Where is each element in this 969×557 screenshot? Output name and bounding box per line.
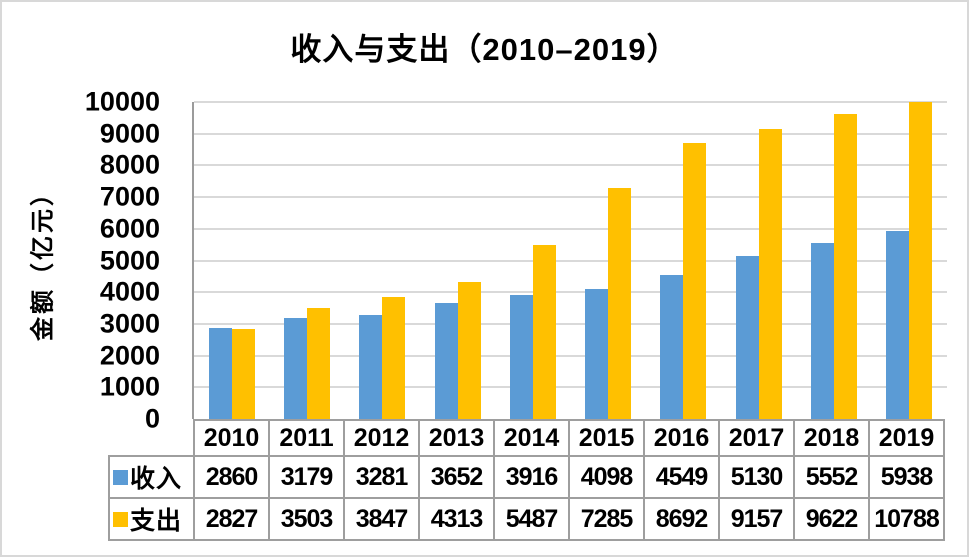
收入-value-2016: 4549 <box>643 455 720 499</box>
收入-bar-2010 <box>208 328 232 419</box>
收入-value-2014: 3916 <box>493 455 570 499</box>
支出-value-2015: 7285 <box>568 497 645 541</box>
支出-value-2016: 8692 <box>643 497 720 541</box>
y-tick-label: 2000 <box>99 340 160 371</box>
x-category-label: 2018 <box>793 419 870 457</box>
gridline <box>194 291 947 294</box>
收入-value-2017: 5130 <box>718 455 795 499</box>
bar-group-2017 <box>721 102 796 419</box>
收入-value-2013: 3652 <box>418 455 495 499</box>
y-axis-tick-labels: 10000 9000 8000 7000 6000 5000 4000 3000 2000 100… <box>2 87 160 434</box>
收入-bar-2012 <box>359 315 383 419</box>
bar-group-2019 <box>872 102 947 419</box>
bar-group-2012 <box>345 102 420 419</box>
bar-group-2015 <box>570 102 645 419</box>
收入-bar-2013 <box>434 303 458 419</box>
x-category-label: 2019 <box>868 419 945 457</box>
gridline <box>194 354 947 357</box>
legend-label: 收入 <box>130 465 183 493</box>
x-category-label: 2015 <box>568 419 645 457</box>
收入-bar-2015 <box>585 289 609 419</box>
支出-bar-2016 <box>683 143 707 419</box>
支出-bar-2014 <box>532 245 556 419</box>
data-table: 2010 2011 2012 2013 2014 2015 2016 2017 2018 2019… <box>108 419 945 541</box>
支出-value-2013: 4313 <box>418 497 495 541</box>
table-row-支出: 支出 2827 3503 3847 4313 5487 7285 8692 9157 9622 10… <box>108 497 945 541</box>
y-tick-label: 5000 <box>99 245 160 275</box>
table-corner-blank-cell <box>109 420 194 456</box>
gridline <box>194 386 947 389</box>
chart-title: 收入与支出（2010–2019） <box>290 32 679 67</box>
支出-bar-2017 <box>758 128 782 419</box>
gridline <box>194 132 947 135</box>
支出-value-2019: 10788 <box>868 497 945 541</box>
gridline <box>194 322 947 325</box>
bar-group-2011 <box>269 102 344 419</box>
收入-value-2018: 5552 <box>793 455 870 499</box>
支出-value-2011: 3503 <box>268 497 345 541</box>
支出-bar-2010 <box>231 329 255 419</box>
收入-value-2015: 4098 <box>568 455 645 499</box>
plot-area <box>192 101 947 419</box>
支出-bar-2015 <box>608 188 632 419</box>
legend-cell-收入: 收入 <box>108 455 195 499</box>
legend-cell-支出: 支出 <box>108 497 195 541</box>
收入-bar-2017 <box>735 256 759 419</box>
bar-group-2014 <box>495 102 570 419</box>
收入-value-2019: 5938 <box>868 455 945 499</box>
y-tick-label: 3000 <box>99 308 160 339</box>
x-category-label: 2014 <box>493 419 570 457</box>
收入-bar-2016 <box>660 274 684 419</box>
gridline <box>194 101 947 103</box>
收入-value-2011: 3179 <box>268 455 345 499</box>
y-tick-label: 0 <box>144 403 160 434</box>
收入-bar-2014 <box>509 294 533 419</box>
bar-group-2018 <box>796 102 871 419</box>
gridline <box>194 259 947 262</box>
y-tick-label: 8000 <box>99 149 160 180</box>
x-category-label: 2012 <box>343 419 420 457</box>
支出-bar-2018 <box>834 113 858 419</box>
bar-group-2010 <box>194 102 269 419</box>
支出-bar-2012 <box>382 297 406 419</box>
支出-bar-2013 <box>457 282 481 419</box>
bar-group-2013 <box>420 102 495 419</box>
x-category-label: 2017 <box>718 419 795 457</box>
bar-group-2016 <box>646 102 721 419</box>
x-category-label: 2013 <box>418 419 495 457</box>
支出-bar-2019 <box>909 102 933 419</box>
table-row-收入: 收入 2860 3179 3281 3652 3916 4098 4549 5130 5552 59… <box>108 455 945 499</box>
y-tick-label: 1000 <box>99 371 160 402</box>
x-category-label: 2011 <box>268 419 345 457</box>
y-tick-label: 6000 <box>99 213 160 244</box>
支出-value-2018: 9622 <box>793 497 870 541</box>
legend-label: 支出 <box>130 507 183 535</box>
y-tick-label: 7000 <box>99 181 160 212</box>
legend-swatch-icon <box>113 512 128 527</box>
y-tick-label: 10000 <box>84 86 160 117</box>
gridline <box>194 164 947 167</box>
支出-value-2012: 3847 <box>343 497 420 541</box>
收入-value-2012: 3281 <box>343 455 420 499</box>
y-tick-label: 9000 <box>99 118 160 149</box>
gridline <box>194 196 947 199</box>
gridline <box>194 227 947 230</box>
收入-bar-2011 <box>283 318 307 419</box>
支出-bar-2011 <box>306 307 330 419</box>
支出-value-2017: 9157 <box>718 497 795 541</box>
收入-bar-2019 <box>886 230 910 419</box>
支出-value-2010: 2827 <box>193 497 270 541</box>
legend-swatch-icon <box>113 470 128 485</box>
x-category-label: 2010 <box>193 419 270 457</box>
收入-bar-2018 <box>811 243 835 419</box>
data-table-wrap: 2010 2011 2012 2013 2014 2015 2016 2017 2018 2019… <box>108 419 945 541</box>
bars-layer <box>194 102 947 419</box>
支出-value-2014: 5487 <box>493 497 570 541</box>
x-category-label: 2016 <box>643 419 720 457</box>
收入-value-2010: 2860 <box>193 455 270 499</box>
y-tick-label: 4000 <box>99 276 160 307</box>
